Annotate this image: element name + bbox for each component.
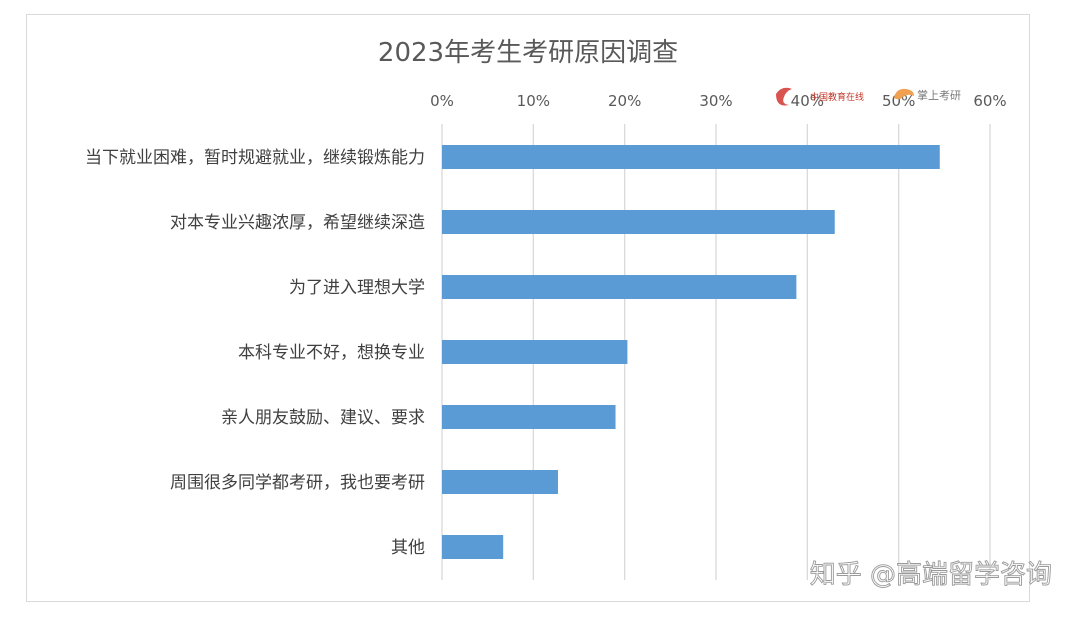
source-logo-left-text: 中国教育在线 [810,91,864,103]
bars [442,145,940,559]
category-label: 为了进入理想大学 [289,278,425,298]
x-tick-label: 60% [973,92,1006,110]
category-label: 亲人朋友鼓励、建议、要求 [221,408,425,428]
chart-title: 2023年考生考研原因调查 [378,38,678,68]
category-label: 其他 [391,538,425,558]
x-tick-label: 20% [608,92,641,110]
category-label: 当下就业困难，暂时规避就业，继续锻炼能力 [85,148,425,168]
x-tick-label: 10% [517,92,550,110]
watermark-text: 知乎 @高端留学咨询 [810,560,1052,590]
red-swirl-logo-icon [776,87,792,106]
source-logo-right: 掌上考研 [894,88,961,102]
bar [442,470,558,494]
grid-lines [441,124,991,580]
chart-frame [26,14,1030,602]
x-tick-label: 30% [699,92,732,110]
bar [442,340,628,364]
bar [442,275,797,299]
category-label: 本科专业不好，想换专业 [238,343,425,363]
category-label: 对本专业兴趣浓厚，希望继续深造 [170,213,425,233]
bar [442,145,940,169]
category-labels: 当下就业困难，暂时规避就业，继续锻炼能力对本专业兴趣浓厚，希望继续深造为了进入理… [85,148,425,558]
category-label: 周围很多同学都考研，我也要考研 [170,473,425,493]
x-tick-label: 50% [882,92,915,110]
x-tick-label: 0% [430,92,454,110]
bar [442,405,616,429]
bar [442,210,835,234]
x-tick-labels: 0% 10% 20% 30% 40% 50% 60% [430,92,1007,110]
source-logo-left: 中国教育在线 [776,87,864,106]
orange-logo-icon [894,88,914,100]
source-logo-right-text: 掌上考研 [917,88,961,102]
bar [442,535,504,559]
x-tick-label: 40% [791,92,824,110]
